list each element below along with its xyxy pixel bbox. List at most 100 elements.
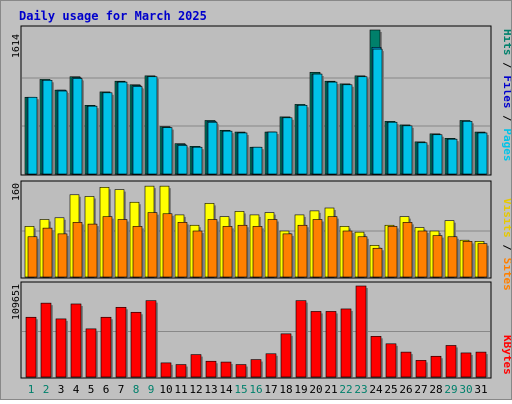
sites-bar — [222, 226, 233, 278]
svg-text:KBytes: KBytes — [501, 335, 511, 375]
kbytes-bar — [355, 285, 367, 378]
pages-bar — [432, 134, 443, 175]
day-label: 12 — [189, 383, 202, 396]
chart-title: Daily usage for March 2025 — [19, 9, 207, 23]
visits-max-label: 160 — [11, 183, 22, 201]
visits-legend-visits: Visits — [501, 198, 511, 238]
pages-bar — [207, 121, 218, 175]
pages-bar — [372, 48, 383, 175]
kbytes-bar — [190, 354, 202, 378]
day-label: 27 — [414, 383, 427, 396]
sites-bar — [402, 222, 413, 278]
visits-legend: Visits / Sites — [501, 198, 512, 291]
sites-bar — [27, 236, 38, 278]
sites-bar — [462, 241, 473, 278]
kbytes-bar — [235, 364, 247, 378]
day-label: 15 — [234, 383, 247, 396]
hits-legend: Hits / Files / Pages — [501, 29, 512, 162]
sites-bar — [162, 213, 173, 278]
kbytes-bar — [460, 352, 472, 378]
kbytes-bar — [250, 359, 262, 378]
day-label: 11 — [174, 383, 187, 396]
day-label: 22 — [339, 383, 352, 396]
kbytes-bars — [25, 285, 488, 378]
sites-bar — [207, 219, 218, 278]
sites-bar — [177, 222, 188, 278]
kbytes-max-label: 109651 — [11, 284, 22, 320]
pages-bar — [387, 121, 398, 175]
day-label: 24 — [369, 383, 383, 396]
sites-bar — [417, 230, 428, 278]
visits-bars — [24, 185, 489, 278]
day-label: 4 — [73, 383, 80, 396]
svg-text:Visits / Sites: Visits / Sites — [501, 198, 511, 291]
svg-text:Hits / Files / Pages: Hits / Files / Pages — [501, 29, 511, 162]
kbytes-bar — [295, 300, 307, 378]
day-label: 3 — [58, 383, 65, 396]
day-label: 2 — [43, 383, 50, 396]
day-label: 1 — [28, 383, 35, 396]
pages-bar — [462, 121, 473, 175]
day-label: 28 — [429, 383, 442, 396]
kbytes-bar — [145, 300, 157, 378]
day-label: 26 — [399, 383, 412, 396]
sites-bar — [117, 219, 128, 278]
hits-bars — [24, 29, 489, 175]
day-label: 6 — [103, 383, 110, 396]
kbytes-bar — [340, 308, 352, 378]
sites-bar — [372, 247, 383, 278]
pages-bar — [327, 81, 338, 175]
sites-bar — [252, 226, 263, 278]
kbytes-bar — [40, 302, 52, 378]
kbytes-bar — [70, 303, 82, 378]
kbytes-bar — [415, 360, 427, 378]
pages-bar — [57, 90, 68, 175]
day-label: 16 — [249, 383, 262, 396]
pages-bar — [417, 142, 428, 175]
day-label: 5 — [88, 383, 95, 396]
sites-bar — [147, 212, 158, 278]
kbytes-bar — [400, 351, 412, 378]
day-label: 25 — [384, 383, 397, 396]
kbytes-bar — [430, 355, 442, 378]
sites-bar — [267, 219, 278, 278]
kbytes-panel: 109651 KBytes — [11, 281, 512, 379]
day-label: 19 — [294, 383, 307, 396]
kbytes-legend-kbytes: KBytes — [501, 335, 511, 375]
sites-bar — [447, 236, 458, 278]
pages-bar — [132, 86, 143, 175]
day-label: 9 — [148, 383, 155, 396]
pages-bar — [192, 146, 203, 175]
day-label: 13 — [204, 383, 217, 396]
pages-bar — [402, 125, 413, 175]
kbytes-bar — [115, 306, 127, 378]
kbytes-bar — [130, 311, 142, 378]
pages-bar — [222, 130, 233, 175]
pages-bar — [102, 92, 113, 175]
kbytes-bar — [385, 343, 397, 378]
day-label: 21 — [324, 383, 337, 396]
kbytes-bar — [100, 316, 112, 378]
pages-bar — [447, 138, 458, 175]
day-label: 17 — [264, 383, 277, 396]
day-label: 30 — [459, 383, 472, 396]
kbytes-bar — [265, 353, 277, 378]
pages-bar — [162, 127, 173, 175]
pages-bar — [42, 80, 53, 175]
sites-bar — [237, 224, 248, 278]
day-axis-labels: 1 2 3 4 5 6 7 8 9 10 11 12 13 14 15 16 17 18 19 20 21 22 23 24 2… — [28, 383, 488, 396]
pages-bar — [72, 78, 83, 175]
pages-bar — [357, 76, 368, 175]
kbytes-bar — [175, 364, 187, 378]
sites-bar — [387, 226, 398, 278]
sites-bar — [42, 227, 53, 278]
kbytes-bar — [325, 311, 337, 378]
sites-bar — [102, 216, 113, 278]
sites-bar — [297, 224, 308, 278]
kbytes-bar — [25, 316, 37, 378]
pages-bar — [342, 84, 353, 175]
day-label: 20 — [309, 383, 322, 396]
pages-bar — [312, 73, 323, 175]
